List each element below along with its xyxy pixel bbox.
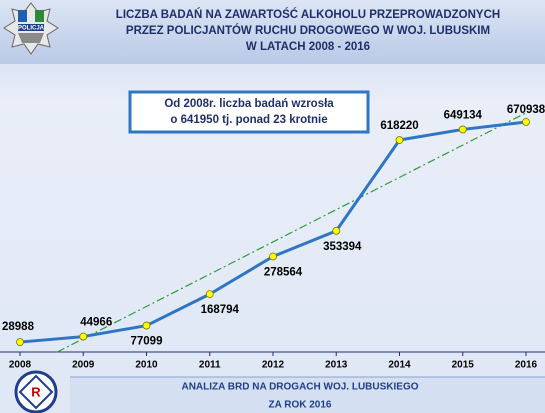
data-label: 168794 <box>201 304 240 316</box>
marker <box>395 136 404 144</box>
marker <box>269 252 277 261</box>
data-label: 28988 <box>2 321 35 333</box>
data-label: 670938 <box>507 104 545 116</box>
footer: ANALIZA BRD NA DROGACH WOJ. LUBUSKIEGO ZA… <box>181 382 418 411</box>
marker <box>142 321 151 330</box>
header-band <box>0 0 545 64</box>
trend-line <box>56 112 527 353</box>
data-label: 278564 <box>264 267 303 279</box>
data-label: 618220 <box>380 120 418 132</box>
x-tick-label: 2015 <box>452 360 475 371</box>
footer-line: ANALIZA BRD NA DROGACH WOJ. LUBUSKIEGO <box>181 382 418 393</box>
marker <box>205 290 214 299</box>
marker <box>16 338 24 346</box>
data-label: 353394 <box>323 241 362 253</box>
title: LICZBA BADAŃ NA ZAWARTOŚĆ ALKOHOLU PRZEP… <box>116 8 500 53</box>
x-tick-label: 2013 <box>325 360 348 371</box>
marker <box>522 118 530 126</box>
logo-text: POLICJA <box>18 26 45 32</box>
x-tick-label: 2011 <box>199 360 221 371</box>
title-line: LICZBA BADAŃ NA ZAWARTOŚĆ ALKOHOLU PRZEP… <box>116 8 500 21</box>
x-tick-label: 2008 <box>9 360 32 371</box>
title-line: PRZEZ POLICJANTÓW RUCHU DROGOWEGO W WOJ.… <box>126 24 490 37</box>
x-tick-label: 2016 <box>515 360 538 371</box>
marker <box>332 226 341 235</box>
marker <box>458 125 467 134</box>
x-tick-label: 2010 <box>135 360 158 371</box>
road-logo: R <box>14 370 58 413</box>
x-tick-label: 2009 <box>72 360 95 371</box>
annotation-line: Od 2008r. liczba badań wzrosła <box>164 98 334 110</box>
svg-text:R: R <box>31 384 41 399</box>
plot: 2008 2009 2010 2011 2012 2013 2014 2015 2016 2898… <box>0 104 545 371</box>
x-tick-label: 2012 <box>262 360 285 371</box>
data-label: 649134 <box>444 109 483 121</box>
annotation: Od 2008r. liczba badań wzrosła o 641950 t… <box>164 98 334 126</box>
annotation-box <box>128 90 370 134</box>
title-line: W LATACH 2008 - 2016 <box>246 41 370 53</box>
footer-line: ZA ROK 2016 <box>269 400 332 411</box>
footer-band <box>70 377 545 413</box>
marker <box>79 332 88 341</box>
annotation-line: o 641950 tj. ponad 23 krotnie <box>170 114 327 126</box>
data-label: 44966 <box>80 317 112 329</box>
data-label: 77099 <box>131 336 163 348</box>
police-logo: POLICJA <box>3 2 59 55</box>
x-tick-label: 2014 <box>388 360 411 371</box>
